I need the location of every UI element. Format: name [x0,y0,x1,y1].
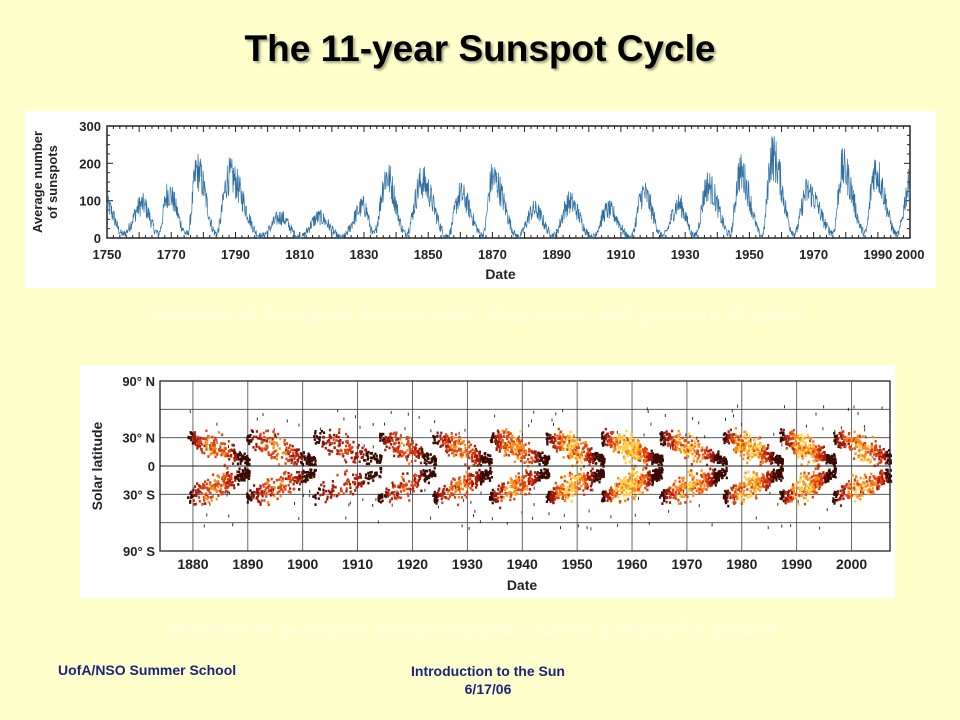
y-tick-label: 100 [79,194,101,209]
footer-organization: UofA/NSO Summer School [58,662,237,678]
x-tick-label: 1990 [863,247,892,262]
butterfly-diagram-plot: 90° N 30° N 0 30° S 90° S 1880 1890 1900 1910 192… [89,374,893,593]
caption-sunspots-vs-time: Number of Sunspots versus time – they co… [155,304,805,326]
x-tick-label: 1930 [671,247,700,262]
y-axis-label: Solar latitude [89,421,105,510]
y-axis-label: Average numberof sunspots [30,131,60,233]
x-tick-label: 1880 [177,556,208,572]
x-tick-label: 1970 [799,247,828,262]
x-tick-label: 1810 [285,247,314,262]
x-tick-label: 1830 [349,247,378,262]
footer-date: 6/17/06 [464,681,512,697]
plot-frame [159,380,891,552]
x-tick-label: 1850 [414,247,443,262]
x-tick-label: 1910 [606,247,635,262]
x-tick-label: 1990 [781,556,812,572]
x-axis-label: Date [507,577,538,593]
x-tick-label: 1960 [616,556,647,572]
x-tick-label: 2000 [896,247,925,262]
y-tick-label: 30° N [122,431,155,446]
x-tick-label: 1910 [342,556,373,572]
footer-talk-title: Introduction to the Sun [411,663,565,679]
butterfly-sunspot-marks [186,404,893,531]
y-tick-label: 90° N [122,374,155,389]
y-tick-label: 0 [148,459,155,474]
x-tick-label: 1950 [562,556,593,572]
sunspot-number-series [106,136,911,240]
y-tick-label: 30° S [123,487,155,502]
x-tick-label: 1900 [287,556,318,572]
caption-sunspots-vs-latitude: Number of Sunspots versus latitude – for… [171,619,789,641]
x-tick-label: 1890 [232,556,263,572]
x-tick-label: 2000 [836,556,867,572]
x-tick-label: 1920 [397,556,428,572]
butterfly-diagram-chart: 90° N 30° N 0 30° S 90° S 1880 1890 1900 1910 192… [80,365,895,598]
sunspot-number-plot: 1750 1770 1790 1810 1830 1850 1870 1890 1910 1930… [30,119,925,282]
x-tick-label: 1870 [478,247,507,262]
x-tick-label: 1940 [507,556,538,572]
x-tick-label: 1950 [735,247,764,262]
y-tick-label: 200 [79,156,101,171]
y-tick-label: 90° S [123,544,155,559]
x-tick-label: 1790 [221,247,250,262]
slide-title: The 11-year Sunspot Cycle [244,28,716,69]
x-tick-label: 1770 [157,247,186,262]
x-tick-label: 1750 [93,247,122,262]
sunspot-number-chart: 1750 1770 1790 1810 1830 1850 1870 1890 1910 1930… [25,111,936,288]
footer-talk-info: Introduction to the Sun 6/17/06 [378,662,598,698]
x-tick-label: 1930 [452,556,483,572]
x-tick-label: 1970 [671,556,702,572]
x-tick-label: 1980 [726,556,757,572]
x-tick-label: 1890 [542,247,571,262]
y-tick-label: 300 [79,119,101,134]
y-tick-label: 0 [94,231,101,246]
x-axis-label: Date [485,266,516,282]
